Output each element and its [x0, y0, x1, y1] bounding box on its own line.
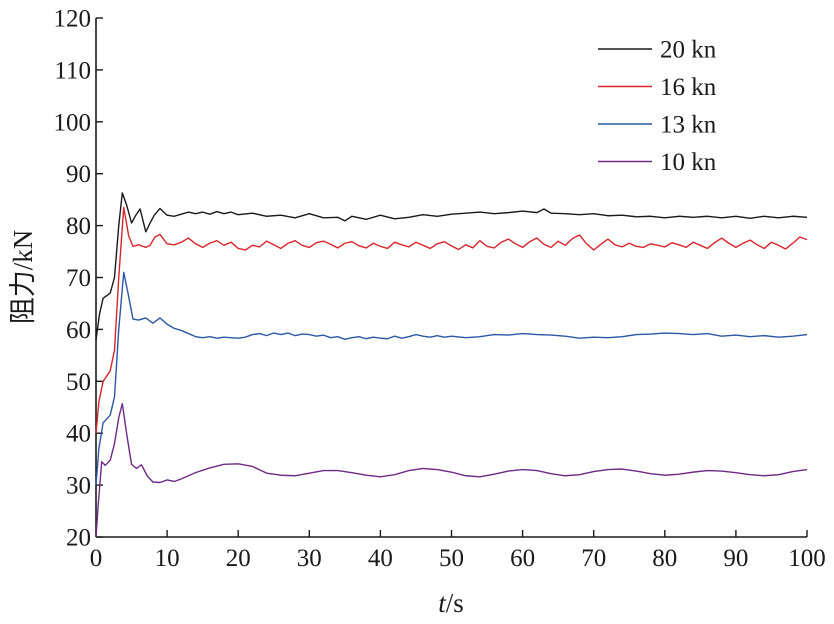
y-tick-label: 30 [66, 473, 91, 500]
x-tick-label: 30 [297, 545, 322, 572]
x-tick-label: 100 [788, 545, 826, 572]
x-tick-label: 0 [90, 545, 103, 572]
y-tick-label: 60 [66, 317, 91, 344]
series-line-3 [95, 271, 808, 486]
y-tick-label: 90 [66, 161, 91, 188]
x-tick-label: 40 [368, 545, 393, 572]
y-tick-label: 100 [54, 109, 92, 136]
x-tick-label: 50 [439, 545, 464, 572]
x-tick-label: 10 [155, 545, 180, 572]
y-axis-title: 阻力/kN [8, 230, 38, 325]
legend-label: 20 kn [660, 37, 717, 64]
legend: 20 kn 16 kn 13 kn 10 kn [598, 37, 717, 176]
ticks: 20 30 40 50 60 70 80 90 100 110 120 0 10 20 30 40 50 60 70… [54, 6, 826, 573]
legend-label: 13 kn [660, 112, 717, 139]
series-line-2 [95, 206, 808, 434]
y-tick-label: 20 [66, 525, 91, 552]
x-tick-label: 60 [510, 545, 535, 572]
x-tick-label: 90 [723, 545, 748, 572]
x-axis-title-unit: /s [446, 588, 464, 618]
y-tick-label: 110 [54, 57, 91, 84]
x-tick-label: 70 [581, 545, 606, 572]
y-tick-label: 70 [66, 265, 91, 292]
y-tick-label: 120 [54, 6, 92, 33]
series-line-4 [95, 402, 808, 538]
y-tick-label: 80 [66, 213, 91, 240]
y-tick-label: 40 [66, 421, 91, 448]
legend-label: 16 kn [660, 74, 717, 101]
y-tick-label: 50 [66, 369, 91, 396]
series-line-1 [95, 192, 808, 340]
x-tick-label: 80 [652, 545, 677, 572]
x-axis-title-italic: t [438, 588, 447, 618]
x-axis-title: t/s [438, 588, 464, 618]
legend-label: 10 kn [660, 149, 717, 176]
series-group [95, 192, 808, 538]
x-tick-label: 20 [226, 545, 251, 572]
